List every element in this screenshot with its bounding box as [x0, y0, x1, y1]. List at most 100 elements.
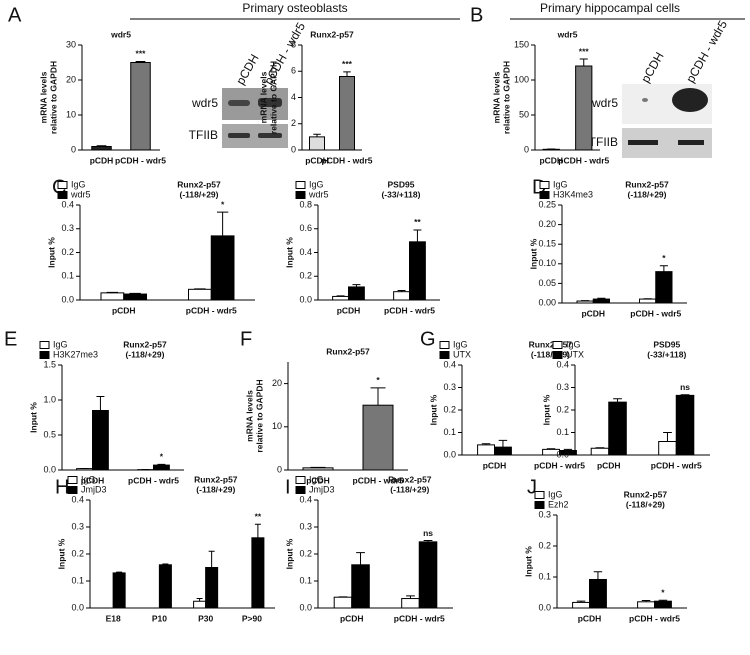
y-tick-label: 0.05	[538, 278, 556, 288]
significance: *	[160, 452, 164, 462]
bar	[655, 271, 673, 304]
y-tick-label: 6	[291, 66, 296, 76]
y-tick-label: 0.0	[538, 602, 551, 612]
error-bar	[498, 439, 508, 448]
blot-row-label: TFIIB	[189, 128, 218, 142]
error-bar	[663, 432, 672, 442]
y-tick-label: 0.0	[71, 602, 84, 612]
legend-label: IgG	[548, 489, 563, 499]
y-tick-label: 0.0	[299, 602, 312, 612]
x-tick-label: pCDH	[90, 155, 114, 165]
y-axis-label: mRNA levels	[258, 71, 268, 123]
error-bar	[423, 540, 433, 542]
significance: ns	[680, 382, 690, 392]
western-blot: wdr5 TFIIB pCDH pCDH - wdr5	[589, 18, 730, 158]
significance: *	[661, 588, 665, 598]
bar	[332, 295, 350, 301]
x-tick-label: pCDH - wdr5	[394, 613, 445, 623]
chart-title: Runx2-p57	[194, 474, 238, 484]
chart-title: Runx2-p57	[529, 339, 573, 349]
y-axis-label: Input %	[541, 394, 551, 425]
section-title: Primary osteoblasts	[242, 1, 347, 15]
bar	[309, 136, 325, 151]
x-tick-label: pCDH	[539, 155, 563, 165]
legend-label: JmjD3	[309, 484, 335, 494]
blot-band	[228, 100, 250, 106]
chart-title: wdr5	[110, 29, 131, 39]
legend-label: wdr5	[308, 189, 329, 199]
y-tick-label: 0.10	[538, 258, 556, 268]
error-bar	[576, 600, 586, 603]
panel-label: B	[470, 4, 483, 26]
y-axis-label: mRNA levels	[38, 71, 48, 123]
chart-title: (-118/+29)	[196, 484, 235, 494]
bar	[477, 444, 496, 456]
panel-label: A	[8, 4, 22, 26]
legend-swatch	[67, 476, 78, 484]
legend-label: IgG	[71, 179, 86, 189]
blot-row-label: TFIIB	[589, 135, 618, 149]
panel-label: F	[240, 328, 252, 350]
y-tick-label: 150	[514, 39, 529, 49]
significance: **	[414, 217, 421, 227]
bar	[348, 286, 365, 301]
chart-title: (-118/+29)	[180, 189, 219, 199]
bar	[339, 76, 355, 151]
blot-band	[672, 88, 708, 112]
legend-swatch	[539, 191, 550, 199]
y-tick-label: 0.4	[299, 494, 312, 504]
x-tick-label: P30	[198, 613, 213, 623]
error-bar	[481, 443, 491, 445]
y-axis-label: Input %	[46, 237, 56, 268]
y-tick-label: 0.3	[538, 509, 551, 519]
error-bar	[313, 133, 321, 137]
y-axis-label: relative to GAPDH	[268, 61, 278, 134]
error-bar	[397, 290, 406, 292]
y-tick-label: 1.5	[43, 359, 56, 369]
y-tick-label: 0.1	[556, 427, 569, 437]
blot-band	[258, 98, 282, 107]
y-tick-label: 0.2	[71, 548, 84, 558]
legend-swatch	[295, 181, 306, 189]
legend-swatch	[39, 341, 50, 349]
error-bar	[208, 550, 215, 568]
y-tick-label: 10	[272, 421, 282, 431]
legend-swatch	[295, 191, 306, 199]
bar	[351, 564, 370, 609]
y-tick-label: 30	[66, 39, 76, 49]
bar	[409, 241, 426, 301]
error-bar	[658, 599, 668, 602]
bar	[92, 410, 109, 471]
error-bar	[613, 398, 622, 403]
significance: *	[662, 253, 666, 263]
bar	[654, 600, 672, 609]
y-axis-label: Input %	[428, 394, 438, 425]
y-tick-label: 50	[519, 109, 529, 119]
error-bar	[413, 229, 422, 242]
y-tick-label: 0.0	[443, 449, 456, 459]
y-tick-label: 0.3	[299, 521, 312, 531]
y-tick-label: 100	[514, 74, 529, 84]
error-bar	[336, 295, 345, 297]
y-axis-label: mRNA levels	[244, 390, 254, 442]
bar	[362, 404, 394, 471]
x-tick-label: pCDH	[81, 475, 105, 485]
chart-title: (-118/+29)	[628, 189, 667, 199]
y-tick-label: 0.3	[556, 382, 569, 392]
bar	[302, 467, 334, 471]
blot-lane-label: pCDH - wdr5	[683, 18, 730, 85]
y-tick-label: 0.15	[538, 239, 556, 249]
y-axis-label: relative to GAPDH	[254, 379, 264, 452]
error-bar	[216, 211, 229, 236]
blot-row-label: wdr5	[191, 96, 218, 110]
legend-swatch	[534, 501, 545, 509]
bar	[153, 464, 170, 471]
panel-label: I	[285, 476, 291, 498]
bar	[675, 394, 695, 456]
significance: *	[221, 199, 225, 209]
y-tick-label: 0.2	[61, 247, 74, 257]
legend-swatch	[534, 491, 545, 499]
significance: ns	[423, 528, 433, 538]
blot-lane-label: pCDH	[638, 50, 666, 85]
y-tick-label: 0.1	[538, 571, 551, 581]
